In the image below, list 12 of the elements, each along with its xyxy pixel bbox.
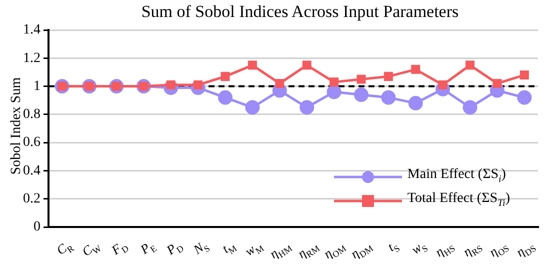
y-tick-label: 1 bbox=[34, 78, 40, 94]
y-tick-label: 0.2 bbox=[23, 192, 40, 207]
y-tick-label: 0.4 bbox=[23, 163, 40, 178]
y-axis-title: Sobol Index Sum bbox=[9, 77, 24, 175]
y-tick-label: 0 bbox=[34, 220, 40, 235]
y-tick-label: 1.4 bbox=[23, 22, 40, 38]
y-tick-label: 0.6 bbox=[23, 135, 40, 150]
y-tick-label: 0.8 bbox=[23, 107, 40, 122]
legend-label: Main Effect (ΣS$_{i}$) bbox=[407, 166, 506, 187]
legend-label: Total Effect (ΣS$_{Ti}$) bbox=[407, 190, 510, 211]
chart-title: Sum of Sobol Indices Across Input Parameters bbox=[140, 2, 460, 22]
y-tick-label: 1.2 bbox=[23, 50, 40, 66]
